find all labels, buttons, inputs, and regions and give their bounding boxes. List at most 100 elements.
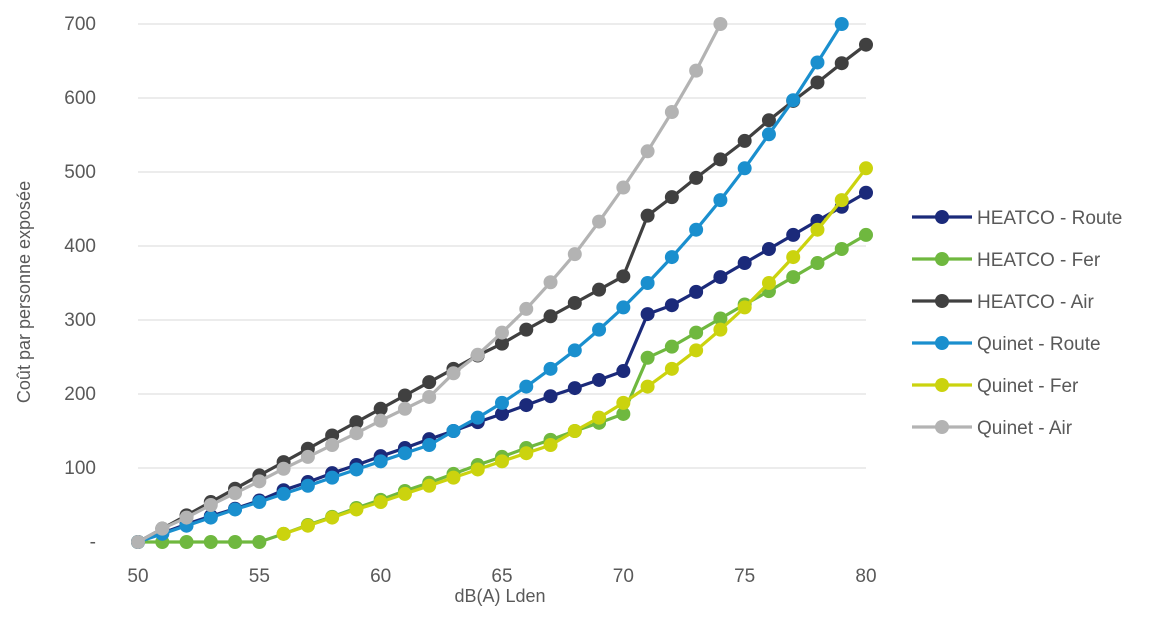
data-point: [252, 535, 267, 549]
data-point: [519, 446, 534, 461]
legend-label: HEATCO - Air: [977, 292, 1094, 313]
data-point: [592, 282, 607, 297]
data-point: [422, 478, 437, 493]
data-point: [325, 428, 340, 443]
data-point: [446, 424, 461, 438]
data-point: [834, 241, 849, 256]
data-point: [810, 256, 825, 271]
data-point: [470, 410, 485, 425]
data-point: [689, 222, 704, 237]
y-tick-label: 500: [64, 162, 96, 183]
data-point: [373, 401, 388, 416]
data-point: [592, 214, 607, 229]
data-point: [786, 93, 801, 108]
data-point: [616, 364, 631, 379]
data-point: [689, 63, 704, 78]
series-line: [137, 23, 722, 544]
data-point: [616, 269, 631, 284]
data-point: [495, 336, 509, 351]
series-quinet-fer: [276, 161, 873, 541]
data-point: [495, 406, 509, 421]
data-point: [664, 339, 679, 354]
series-line: [137, 191, 867, 544]
y-axis-ticks: - 100 200 300 400 500 600 700: [64, 14, 96, 553]
series-heatco-route: [131, 185, 873, 549]
y-tick-label: 700: [64, 14, 96, 35]
x-tick-label: 65: [491, 566, 512, 587]
data-point: [859, 161, 873, 176]
data-point: [640, 208, 655, 223]
data-point: [519, 301, 534, 316]
data-point: [810, 222, 825, 237]
gridlines: [138, 23, 866, 469]
data-point: [664, 250, 679, 265]
data-point: [422, 375, 437, 390]
data-point: [834, 56, 849, 71]
y-tick-label: 600: [64, 88, 96, 109]
data-point: [737, 133, 752, 148]
data-point: [179, 535, 194, 549]
data-point: [543, 438, 558, 453]
data-point: [713, 193, 728, 208]
data-point: [834, 193, 849, 208]
data-point: [373, 495, 388, 510]
data-point: [664, 105, 679, 120]
series-heatco-fer: [131, 227, 873, 549]
data-point: [519, 379, 534, 394]
legend-item: Quinet - Route: [912, 334, 1101, 355]
legend-swatch-marker: [935, 294, 949, 308]
data-point: [592, 372, 607, 387]
legend-item: HEATCO - Fer: [912, 250, 1101, 271]
data-point: [713, 152, 728, 167]
data-point: [422, 438, 437, 453]
legend-label: HEATCO - Fer: [977, 250, 1101, 271]
data-point: [689, 325, 704, 340]
data-point: [203, 535, 218, 549]
legend-label: Quinet - Fer: [977, 376, 1079, 397]
legend-item: Quinet - Air: [912, 418, 1073, 439]
data-point: [495, 395, 509, 410]
legend-swatch-marker: [935, 378, 949, 392]
data-point: [713, 270, 728, 285]
data-point: [203, 498, 218, 512]
data-point: [640, 144, 655, 159]
x-tick-label: 50: [127, 566, 148, 587]
data-point: [373, 413, 388, 428]
data-point: [470, 347, 485, 362]
data-point: [325, 438, 340, 453]
y-tick-label: 100: [64, 458, 96, 479]
data-point: [761, 276, 776, 290]
data-point: [155, 521, 170, 536]
x-tick-label: 70: [613, 566, 634, 587]
data-point: [859, 185, 873, 200]
legend-item: HEATCO - Air: [912, 292, 1094, 313]
data-point: [543, 309, 558, 324]
data-point: [252, 474, 267, 489]
y-axis-title: Coût par personne exposée: [14, 181, 34, 403]
data-point: [228, 486, 243, 501]
data-point: [616, 300, 631, 315]
data-point: [786, 270, 801, 285]
legend: HEATCO - Route HEATCO - Fer HEATCO - Air Qu…: [912, 208, 1122, 439]
legend-item: Quinet - Fer: [912, 376, 1079, 397]
data-point: [664, 298, 679, 313]
data-point: [349, 426, 364, 441]
data-point: [373, 454, 388, 469]
data-point: [276, 526, 291, 541]
data-point: [276, 461, 291, 476]
data-point: [567, 343, 582, 358]
data-point: [567, 381, 582, 396]
x-axis-title: dB(A) Lden: [454, 586, 545, 606]
data-point: [228, 502, 243, 517]
legend-label: HEATCO - Route: [977, 208, 1122, 229]
data-point: [300, 449, 315, 464]
x-tick-label: 60: [370, 566, 391, 587]
y-tick-label: 400: [64, 236, 96, 257]
data-point: [834, 17, 849, 31]
series-quinet-route: [131, 17, 849, 549]
data-point: [616, 180, 631, 195]
x-tick-label: 55: [249, 566, 270, 587]
data-point: [203, 510, 218, 525]
